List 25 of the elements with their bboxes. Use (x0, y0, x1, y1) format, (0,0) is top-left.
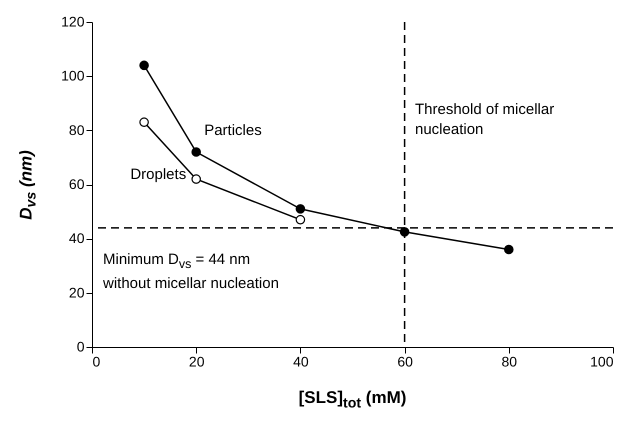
point (504, 244, 514, 254)
y-tick-label: 0 (76, 338, 85, 354)
point (139, 117, 149, 127)
y-tick-label: 80 (68, 122, 85, 138)
series-label: Droplets (130, 166, 186, 184)
point (139, 60, 149, 70)
annotation: Minimum D$_{vs}$ = 44 nm without micellar nucleation (103, 250, 280, 294)
point (296, 214, 306, 224)
y-tick-label: 100 (61, 68, 85, 84)
series-label: Particles (204, 122, 262, 139)
point (191, 147, 201, 157)
x-tick-label: 80 (502, 354, 518, 370)
y-tick-label: 20 (68, 284, 85, 300)
point (191, 174, 201, 184)
x-axis-title: [SLS]$_{tot}$ (mM) (298, 388, 406, 412)
x-tick-label: 100 (590, 354, 614, 370)
y-tick-label: 60 (68, 176, 85, 192)
x-tick-label: 60 (397, 354, 414, 370)
point (296, 204, 306, 214)
x-tick-label: 0 (92, 354, 100, 370)
y-tick-label: 40 (68, 230, 85, 246)
x-tick-label: 40 (293, 354, 309, 370)
y-tick-label: 120 (61, 14, 85, 30)
annotation: Threshold of micellar nucleation (415, 100, 556, 140)
x-tick-label: 20 (188, 354, 205, 370)
